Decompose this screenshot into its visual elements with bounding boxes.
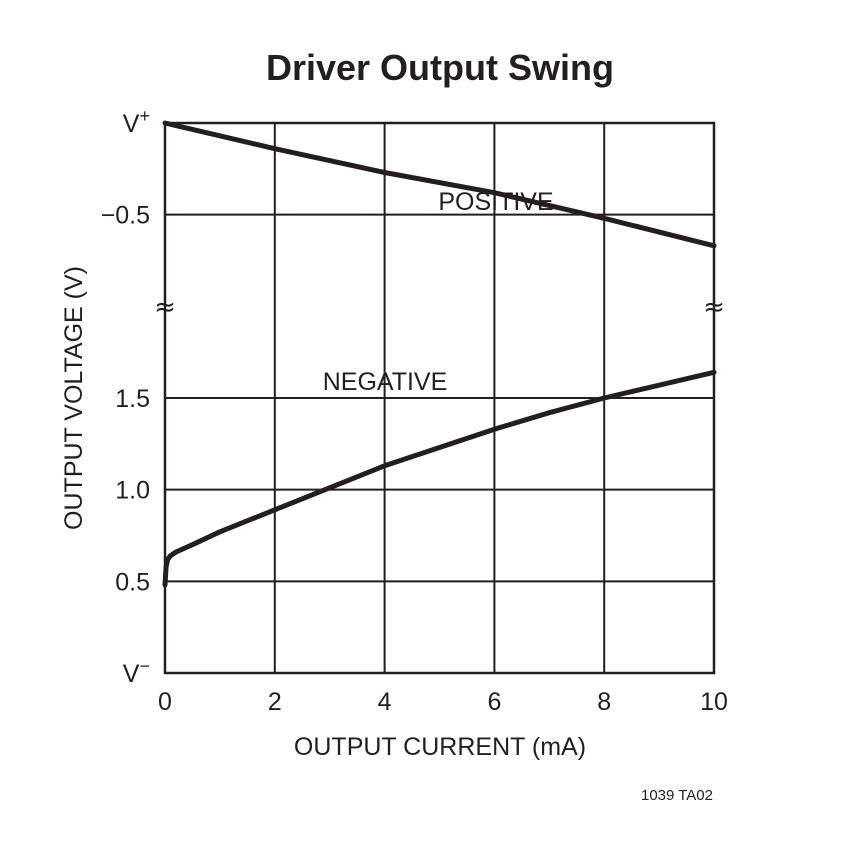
series-line-negative — [162, 369, 717, 588]
chart-title: Driver Output Swing — [266, 47, 614, 88]
axis-break-icon: ≈ — [154, 292, 176, 322]
axis-break-marks: ≈ ≈ — [154, 292, 725, 322]
x-tick-label: 4 — [378, 688, 392, 716]
x-axis: 0 2 4 6 8 10 — [158, 688, 728, 716]
y-axis-label: OUTPUT VOLTAGE (V) — [60, 266, 88, 530]
y-tick-label: 1.5 — [115, 385, 150, 413]
series-line-positive — [162, 120, 717, 249]
y-axis: V− 0.5 1.0 1.5 −0.5 V+ — [101, 106, 150, 688]
series-label-positive: POSITIVE — [438, 188, 553, 216]
plot-frame — [163, 121, 716, 675]
y-tick-label: V+ — [123, 106, 150, 138]
y-tick-label: 0.5 — [115, 568, 150, 596]
y-tick-label: 1.0 — [115, 477, 150, 505]
x-tick-label: 2 — [268, 688, 282, 716]
x-tick-label: 10 — [700, 688, 728, 716]
chart-grid — [165, 123, 714, 673]
x-axis-label: OUTPUT CURRENT (mA) — [294, 733, 586, 761]
y-tick-label: −0.5 — [101, 202, 150, 230]
y-tick-label: V− — [123, 656, 150, 688]
axis-break-icon: ≈ — [703, 292, 725, 322]
x-tick-label: 6 — [487, 688, 501, 716]
figure-id: 1039 TA02 — [641, 787, 713, 804]
x-tick-label: 0 — [158, 688, 172, 716]
series-lines — [162, 120, 717, 588]
series-label-negative: NEGATIVE — [323, 368, 448, 396]
x-tick-label: 8 — [597, 688, 611, 716]
